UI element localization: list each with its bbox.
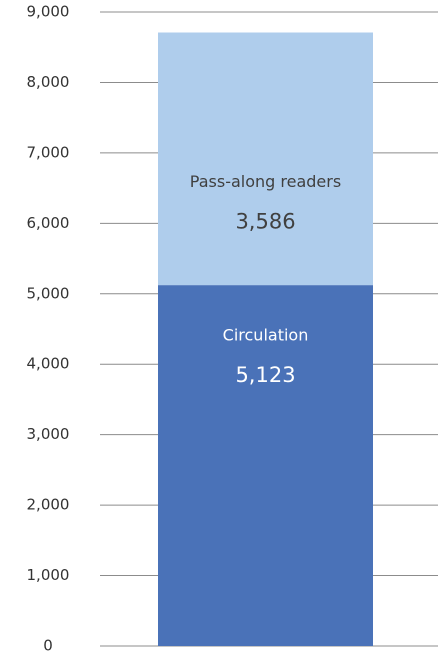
y-tick-label: 8,000 [27,73,70,91]
y-tick-label: 7,000 [27,143,70,161]
data-label: 3,586 [235,209,295,233]
y-tick-label: 5,000 [27,284,70,302]
y-tick-label: 6,000 [27,214,70,232]
y-tick-label: 4,000 [27,355,70,373]
y-tick-label: 9,000 [27,3,70,21]
bar-segment [158,285,373,646]
segment-name: Pass-along readers [190,172,341,191]
y-tick-label: 1,000 [27,566,70,584]
bar-segment [158,32,373,286]
y-tick-label: 0 [43,637,53,655]
segment-name: Circulation [223,326,309,345]
y-tick-label: 3,000 [27,425,70,443]
data-label: 5,123 [235,363,295,387]
y-tick-label: 2,000 [27,496,70,514]
